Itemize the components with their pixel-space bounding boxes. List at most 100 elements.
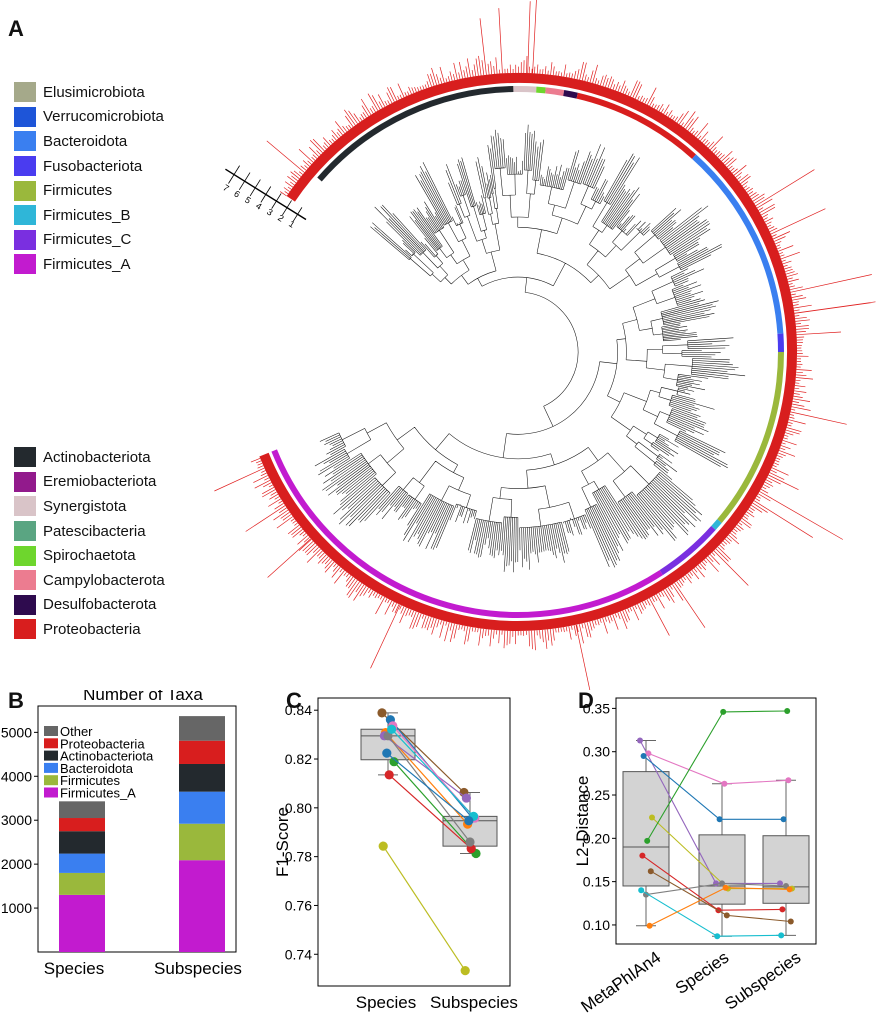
outer-ring bbox=[259, 72, 798, 631]
chart-title: Number of Taxa bbox=[83, 690, 203, 704]
legend-swatch bbox=[14, 131, 36, 152]
legend-label: Firmicutes bbox=[43, 182, 113, 200]
x-tick-label: Subspecies bbox=[154, 959, 242, 978]
tree-scale-tick: 7 bbox=[221, 182, 231, 193]
legend-item: Campylobacterota bbox=[14, 568, 165, 593]
legend-item: Verrucomicrobiota bbox=[14, 105, 164, 130]
legend-swatch bbox=[44, 750, 58, 761]
pair-line bbox=[391, 728, 475, 817]
legend-label: Patescibacteria bbox=[43, 522, 146, 540]
data-point bbox=[787, 918, 794, 925]
phylum-ring-segment bbox=[563, 90, 578, 99]
bar-segment bbox=[59, 801, 105, 819]
x-tick-label: Subspecies bbox=[721, 948, 804, 1014]
data-point bbox=[640, 753, 647, 760]
legend-item: Firmicutes_A bbox=[14, 252, 164, 277]
x-tick-label: MetaPhlAn4 bbox=[578, 948, 665, 1017]
data-point bbox=[389, 757, 399, 767]
legend-label: Spirochaetota bbox=[43, 547, 136, 565]
data-point bbox=[378, 841, 388, 851]
phylum-ring-segment bbox=[711, 519, 722, 531]
legend-label: Bacteroidota bbox=[60, 761, 134, 776]
data-point bbox=[649, 814, 655, 821]
legend-label: Proteobacteria bbox=[43, 620, 141, 638]
phylum-ring-segment bbox=[271, 449, 663, 618]
phylum-legend-top: Elusimicrobiota Verrucomicrobiota Bacteroi… bbox=[14, 80, 164, 277]
y-tick-label: 0.25 bbox=[583, 787, 610, 803]
plot-frame bbox=[615, 697, 817, 945]
legend-swatch bbox=[14, 570, 36, 591]
y-tick-label: 0.30 bbox=[583, 744, 610, 760]
box bbox=[622, 771, 670, 887]
legend-swatch bbox=[44, 775, 58, 786]
y-tick-label: 0.80 bbox=[285, 800, 312, 816]
data-point bbox=[645, 750, 652, 757]
legend-item: Proteobacteria bbox=[14, 617, 165, 642]
bar-segment bbox=[59, 831, 105, 854]
legend-swatch bbox=[14, 619, 36, 640]
tree-scale-tick: 6 bbox=[232, 188, 242, 199]
panel-label-a: A bbox=[8, 16, 24, 41]
y-tick-label: 2000 bbox=[1, 856, 32, 872]
legend-swatch bbox=[14, 594, 36, 615]
data-point bbox=[720, 708, 727, 715]
legend-swatch bbox=[14, 471, 36, 492]
legend-label: Firmicutes bbox=[60, 773, 120, 788]
legend-item: Firmicutes_C bbox=[14, 228, 164, 253]
legend-label: Verrucomicrobiota bbox=[43, 108, 164, 126]
data-point bbox=[721, 780, 728, 787]
legend-swatch bbox=[14, 229, 36, 250]
tree-branches bbox=[314, 124, 746, 573]
tree-scale-tick: 1 bbox=[287, 219, 297, 230]
data-point bbox=[638, 887, 645, 894]
y-tick-label: 1000 bbox=[1, 900, 32, 916]
legend-item: Elusimicrobiota bbox=[14, 80, 164, 105]
pair-line bbox=[393, 761, 477, 854]
bar-segment bbox=[179, 791, 225, 824]
legend-swatch bbox=[14, 156, 36, 177]
legend-swatch bbox=[14, 521, 36, 542]
phylum-ring-segment bbox=[691, 154, 784, 334]
x-tick-label: Species bbox=[672, 948, 732, 998]
tree-scale-tick: 5 bbox=[243, 195, 253, 206]
legend-label: Elusimicrobiota bbox=[43, 83, 145, 101]
panel-label-d: D bbox=[578, 688, 594, 713]
y-tick-label: 0.10 bbox=[583, 917, 610, 933]
phylum-ring-segment bbox=[536, 86, 546, 94]
phylum-legend-bottom: Actinobacteriota Eremiobacteriota Synergis… bbox=[14, 445, 165, 642]
data-point bbox=[778, 932, 785, 939]
x-tick-label: Subspecies bbox=[430, 993, 518, 1012]
panel-label-b: B bbox=[8, 688, 24, 713]
legend-label: Firmicutes_A bbox=[60, 786, 136, 801]
panel-label-c: C bbox=[286, 688, 302, 713]
data-point bbox=[784, 707, 791, 714]
y-tick-label: 4000 bbox=[1, 768, 32, 784]
legend-label: Actinobacteriota bbox=[60, 749, 154, 764]
legend-swatch bbox=[44, 738, 58, 749]
data-point bbox=[460, 966, 470, 976]
data-point bbox=[714, 933, 721, 940]
box bbox=[698, 834, 746, 905]
legend-label: Bacteroidota bbox=[43, 132, 128, 150]
pair-line bbox=[382, 845, 466, 971]
legend-label: Other bbox=[60, 724, 93, 739]
abundance-spikes bbox=[214, 0, 876, 690]
legend-swatch bbox=[44, 787, 58, 798]
bar-segment bbox=[179, 823, 225, 861]
legend-item: Spirochaetota bbox=[14, 543, 165, 568]
y-tick-label: 5000 bbox=[1, 724, 32, 740]
data-point bbox=[461, 793, 471, 803]
legend-swatch bbox=[14, 545, 36, 566]
y-tick-label: 3000 bbox=[1, 812, 32, 828]
pair-line bbox=[387, 735, 471, 843]
x-tick-label: Species bbox=[44, 959, 104, 978]
data-point bbox=[719, 880, 725, 887]
bar-segment bbox=[179, 716, 225, 741]
data-point bbox=[382, 748, 392, 758]
tree-scale-tick: 3 bbox=[265, 207, 275, 218]
tree-scale-tick: 2 bbox=[276, 213, 286, 224]
y-tick-label: 0.74 bbox=[285, 946, 312, 962]
legend-label: Firmicutes_B bbox=[43, 206, 131, 224]
phylum-ring-segment bbox=[576, 92, 697, 159]
